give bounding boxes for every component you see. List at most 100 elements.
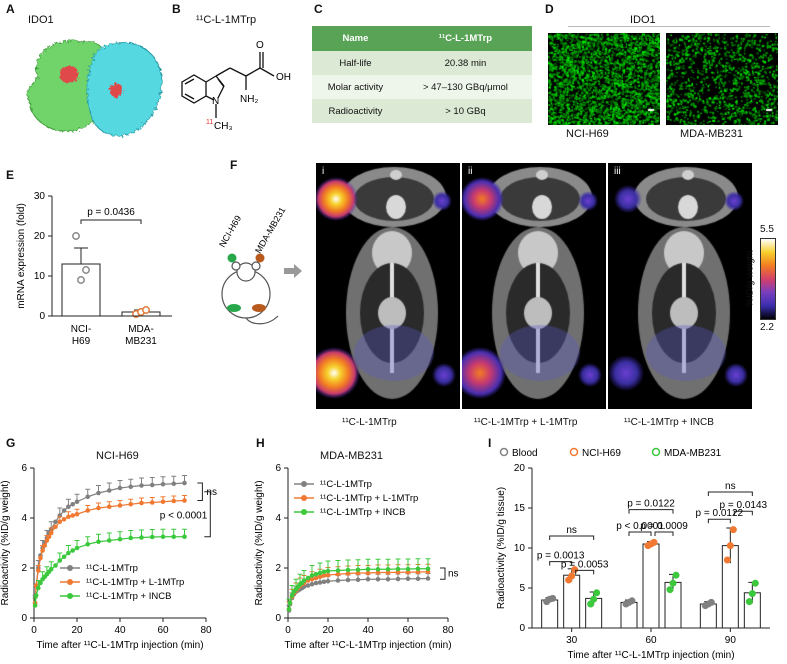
data-point xyxy=(66,514,71,520)
data-point xyxy=(149,534,155,540)
data-point xyxy=(355,567,361,573)
data-point xyxy=(38,555,43,561)
data-point xyxy=(33,593,39,598)
legend-label: ¹¹C-L-1MTrp + INCB xyxy=(320,507,405,518)
legend-marker xyxy=(301,481,307,487)
significance-bracket xyxy=(549,535,595,540)
data-point xyxy=(128,535,134,541)
data-point xyxy=(313,571,319,577)
x-tick-label: NCI- xyxy=(71,324,92,335)
data-point xyxy=(726,542,734,550)
table-cell: 20.38 min xyxy=(398,51,532,75)
atom-isotope: 11 xyxy=(206,119,213,126)
data-point xyxy=(723,556,731,564)
data-point xyxy=(395,566,401,572)
panel-label-c: C xyxy=(314,2,323,16)
data-point xyxy=(117,485,123,491)
ido1-protein-structure xyxy=(27,40,163,137)
panel-d-title: IDO1 xyxy=(630,14,656,26)
pet-caption-iii: ¹¹C-L-1MTrp + INCB xyxy=(624,417,714,428)
significance-bracket xyxy=(707,518,731,524)
if-image-mda-mb231 xyxy=(666,33,778,125)
y-tick-label: 6 xyxy=(275,463,281,474)
data-point xyxy=(66,550,71,556)
colorbar xyxy=(760,238,776,320)
x-tick-label: 60 xyxy=(157,625,169,636)
legend-label: ¹¹C-L-1MTrp xyxy=(86,563,138,574)
atom-nh2: NH₂ xyxy=(240,94,258,105)
data-point xyxy=(549,594,557,602)
x-tick-label: 80 xyxy=(442,625,454,636)
data-point xyxy=(335,578,341,583)
x-tick-label: 80 xyxy=(200,625,212,636)
data-point xyxy=(415,569,421,575)
panel-a-title: IDO1 xyxy=(28,14,54,26)
mouse-icon xyxy=(221,261,279,325)
data-point xyxy=(321,569,327,575)
ns-label: ns xyxy=(206,487,217,498)
data-point xyxy=(182,534,187,540)
data-point xyxy=(568,572,576,580)
x-tick-label: 40 xyxy=(114,625,126,636)
data-point xyxy=(171,534,177,540)
arrow-icon xyxy=(284,264,302,278)
table-cell: > 10 GBq xyxy=(398,99,532,123)
data-point xyxy=(42,543,48,548)
x-tick-label: H69 xyxy=(72,336,91,347)
data-point xyxy=(317,574,323,580)
data-point xyxy=(313,575,319,581)
data-point xyxy=(325,568,331,574)
y-axis-label: Radioactivity (%ID/g weight) xyxy=(0,480,11,605)
x-axis-label: Time after ¹¹C-L-1MTrp injection (min) xyxy=(567,650,734,661)
if-caption-nci-h69: NCI-H69 xyxy=(566,128,609,140)
data-point xyxy=(128,484,134,490)
data-point xyxy=(415,576,421,582)
pet-image-iii xyxy=(608,163,752,409)
data-point xyxy=(182,498,187,503)
significance-bracket xyxy=(733,510,753,516)
data-point xyxy=(160,499,166,505)
data-point xyxy=(321,573,327,578)
legend-label: ¹¹C-L-1MTrp xyxy=(320,479,372,490)
bar xyxy=(541,599,559,629)
data-point xyxy=(365,576,371,582)
data-point xyxy=(313,580,319,586)
data-point xyxy=(142,306,150,314)
legend-label: ¹¹C-L-1MTrp + L-1MTrp xyxy=(320,493,418,504)
data-point xyxy=(70,513,75,518)
data-point xyxy=(395,569,401,575)
y-axis-label: mRNA expression (fold) xyxy=(16,203,27,309)
data-point xyxy=(40,548,45,553)
data-point xyxy=(669,579,677,587)
legend-label: Blood xyxy=(512,448,538,459)
mouse-label-nci-h69: NCI-H69 xyxy=(217,214,243,249)
data-point xyxy=(301,578,307,583)
data-point xyxy=(38,580,43,586)
data-point xyxy=(666,586,674,594)
data-point xyxy=(70,548,75,553)
data-point xyxy=(117,536,123,542)
mouse-schematic: NCI-H69 MDA-MB231 xyxy=(217,205,302,325)
data-point xyxy=(305,583,311,588)
data-point xyxy=(96,490,101,496)
x-tick-label: 40 xyxy=(362,625,374,636)
x-tick-label: 60 xyxy=(402,625,414,636)
legend-label: ¹¹C-L-1MTrp + L-1MTrp xyxy=(86,577,184,588)
data-point xyxy=(335,568,341,573)
y-axis-label: Radioactivity (%ID/g weight) xyxy=(254,480,265,605)
if-image-nci-h69 xyxy=(548,33,660,125)
data-point xyxy=(48,566,54,572)
y-tick-label: 4 xyxy=(275,513,281,524)
x-axis-label: Time after ¹¹C-L-1MTrp injection (min) xyxy=(284,640,451,651)
data-point xyxy=(286,606,292,612)
atom-n: N xyxy=(212,96,219,107)
x-tick-label: 0 xyxy=(31,625,37,636)
data-point xyxy=(375,576,381,582)
data-point xyxy=(44,538,50,543)
data-point xyxy=(375,570,381,575)
legend-label: ¹¹C-L-1MTrp + INCB xyxy=(86,591,171,602)
data-point xyxy=(289,593,295,598)
data-point xyxy=(365,570,371,576)
panel-d-title-rule xyxy=(568,26,770,27)
